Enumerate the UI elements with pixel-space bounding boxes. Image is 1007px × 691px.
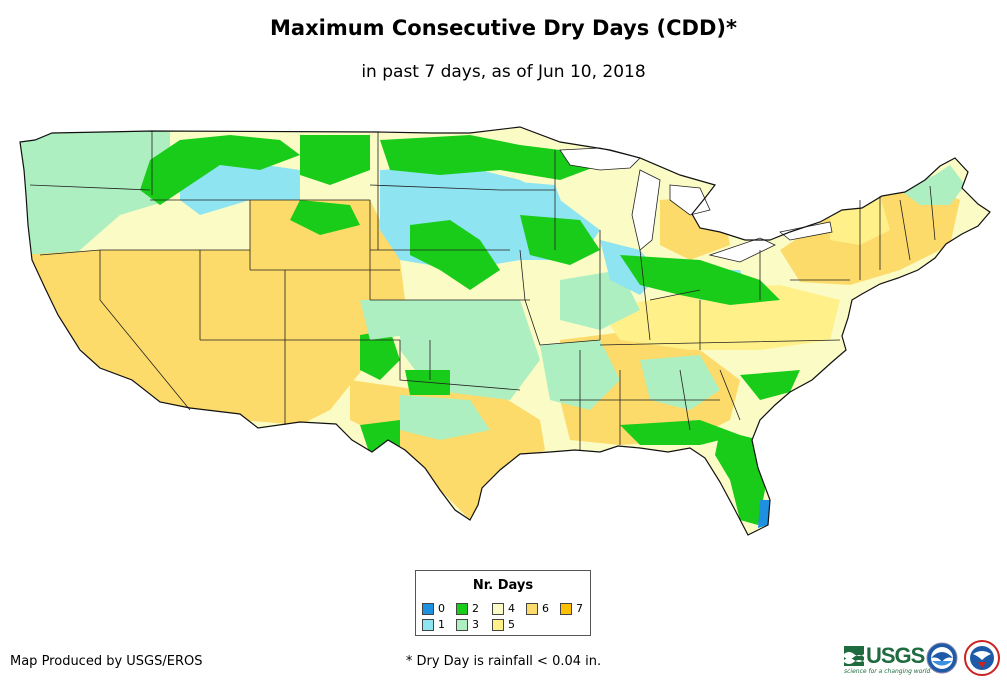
map-credit: Map Produced by USGS/EROS — [10, 654, 203, 669]
agency-logos: USGS science for a changing world — [842, 640, 1002, 680]
legend-title: Nr. Days — [472, 578, 534, 593]
usgs-wave-icon — [844, 646, 864, 666]
legend-item-3: 3 — [456, 619, 479, 631]
noaa-logo-icon — [926, 642, 958, 674]
legend-swatch — [422, 619, 434, 631]
nws-logo-icon — [964, 640, 1000, 676]
legend-item-6: 6 — [526, 603, 549, 615]
legend-swatch — [456, 603, 468, 615]
dry-day-footnote: * Dry Day is rainfall < 0.04 in. — [405, 654, 602, 669]
map-title: Maximum Consecutive Dry Days (CDD)* — [270, 16, 737, 40]
legend-swatch — [422, 603, 434, 615]
usgs-logo: USGS science for a changing world — [842, 642, 930, 676]
map-subtitle: in past 7 days, as of Jun 10, 2018 — [361, 62, 646, 82]
legend: Nr. Days 0 1 2 3 4 5 6 7 — [415, 570, 591, 636]
legend-item-4: 4 — [492, 603, 515, 615]
legend-item-7: 7 — [560, 603, 583, 615]
legend-item-5: 5 — [492, 619, 515, 631]
legend-item-0: 0 — [422, 603, 445, 615]
legend-swatch — [492, 603, 504, 615]
legend-swatch — [526, 603, 538, 615]
usgs-tagline: science for a changing world — [844, 668, 931, 675]
legend-item-1: 1 — [422, 619, 445, 631]
legend-swatch — [456, 619, 468, 631]
legend-swatch — [560, 603, 572, 615]
legend-item-2: 2 — [456, 603, 479, 615]
usgs-wordmark: USGS — [866, 643, 925, 668]
legend-swatch — [492, 619, 504, 631]
